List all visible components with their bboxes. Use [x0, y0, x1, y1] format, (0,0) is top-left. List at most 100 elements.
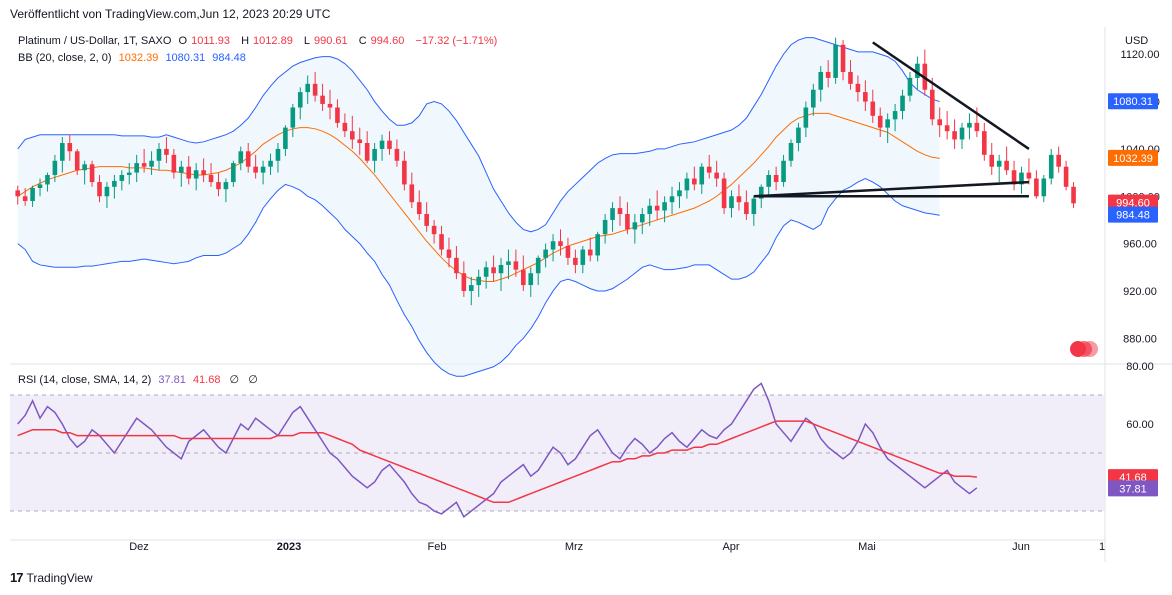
- candle-body: [409, 184, 415, 203]
- hidden-value-icon[interactable]: ∅: [248, 374, 258, 386]
- candle-body: [580, 249, 586, 265]
- candle-body: [342, 122, 348, 132]
- usd-flag-icon: [1082, 341, 1098, 357]
- rsi-legend: RSI (14, close, SMA, 14, 2) 37.81 41.68 …: [18, 373, 262, 386]
- candle-body: [104, 186, 110, 197]
- trendline: [872, 41, 1030, 150]
- bb-lower-value: 984.48: [212, 52, 246, 64]
- time-tick-label: Feb: [428, 541, 447, 553]
- candle-body: [840, 44, 846, 72]
- symbol-title: Platinum / US-Dollar, 1T, SAXO: [18, 35, 172, 47]
- candle-body: [119, 174, 125, 181]
- candle-body: [156, 148, 162, 161]
- candle-body: [1011, 170, 1017, 185]
- bb-lower-line: [17, 177, 940, 377]
- price-tick-label: 880.00: [1123, 333, 1157, 345]
- candle-body: [439, 234, 444, 250]
- candle-body: [223, 182, 229, 190]
- candle-body: [855, 83, 861, 93]
- candle-body: [424, 214, 429, 226]
- candle-body: [82, 164, 87, 171]
- candle-body: [833, 44, 838, 78]
- candle-body: [744, 202, 749, 215]
- candle-body: [171, 154, 177, 173]
- candle-body: [736, 196, 742, 203]
- candle-body: [178, 166, 184, 173]
- candle-body: [37, 184, 43, 188]
- candle-body: [751, 198, 757, 215]
- candle-body: [944, 125, 950, 132]
- rsi-tick-label: 60.00: [1126, 419, 1154, 431]
- candle-body: [573, 257, 578, 265]
- rsi-sma-value: 41.68: [192, 374, 221, 386]
- candle-body: [283, 127, 288, 149]
- candle-body: [587, 249, 593, 256]
- candle-body: [595, 234, 600, 256]
- candle-body: [290, 107, 296, 128]
- candle-body: [766, 174, 771, 187]
- price-label-text: 984.48: [1116, 210, 1150, 222]
- candle-body: [729, 196, 734, 209]
- candle-body: [305, 83, 311, 93]
- candle-body: [468, 285, 474, 291]
- candle-body: [193, 170, 199, 179]
- candle-body: [1063, 166, 1069, 187]
- candle-body: [67, 143, 73, 152]
- candle-body: [825, 71, 831, 78]
- brand-name: TradingView: [26, 570, 93, 585]
- candle-body: [937, 119, 943, 126]
- hidden-value-icon[interactable]: ∅: [229, 374, 240, 386]
- candle-body: [513, 261, 519, 270]
- candle-body: [149, 160, 154, 167]
- candle-body: [364, 143, 370, 161]
- rsi-value: 37.81: [158, 374, 186, 386]
- candle-body: [1056, 154, 1061, 167]
- candle-body: [952, 131, 957, 140]
- candle-body: [535, 257, 541, 274]
- candle-body: [974, 122, 980, 132]
- candle-body: [684, 178, 690, 191]
- candle-body: [796, 127, 801, 144]
- candle-body: [208, 174, 214, 183]
- candle-body: [558, 241, 563, 246]
- candle-body: [60, 143, 65, 161]
- candle-body: [491, 267, 496, 274]
- candle-body: [989, 154, 995, 167]
- candle-body: [662, 202, 667, 211]
- candle-body: [446, 249, 452, 258]
- candle-body: [30, 187, 35, 202]
- candle-body: [402, 160, 407, 185]
- candle-body: [126, 172, 132, 175]
- bb-basis-value: 1032.39: [118, 52, 159, 64]
- rsi-line: [17, 382, 978, 518]
- candle-body: [416, 202, 422, 215]
- candle-body: [632, 222, 638, 230]
- bb-fill: [17, 37, 940, 377]
- candle-body: [818, 71, 824, 90]
- candle-body: [372, 148, 377, 161]
- candle-body: [982, 131, 987, 155]
- candle-body: [260, 166, 266, 173]
- candle-body: [692, 178, 697, 185]
- candle-body: [773, 174, 779, 183]
- candle-body: [521, 269, 526, 286]
- time-tick-label: Mai: [858, 541, 876, 553]
- candle-body: [625, 214, 630, 230]
- price-unit-label: USD: [1125, 35, 1148, 47]
- candle-body: [164, 148, 169, 155]
- bb-legend: BB (20, close, 2, 0) 1032.39 1080.31 984…: [18, 52, 250, 64]
- candle-body: [268, 160, 273, 167]
- candle-body: [74, 151, 80, 171]
- rsi-label-text: 37.81: [1119, 483, 1147, 495]
- price-label-box: [1108, 93, 1158, 110]
- change-value: −17.32 (−1.71%): [415, 35, 498, 47]
- candle-body: [350, 131, 355, 140]
- open-value: O 1011.93: [178, 35, 231, 47]
- candle-body: [141, 163, 147, 167]
- candle-body: [89, 164, 95, 183]
- candle-body: [1048, 154, 1054, 179]
- trendline: [753, 180, 1029, 198]
- candle-body: [297, 92, 303, 108]
